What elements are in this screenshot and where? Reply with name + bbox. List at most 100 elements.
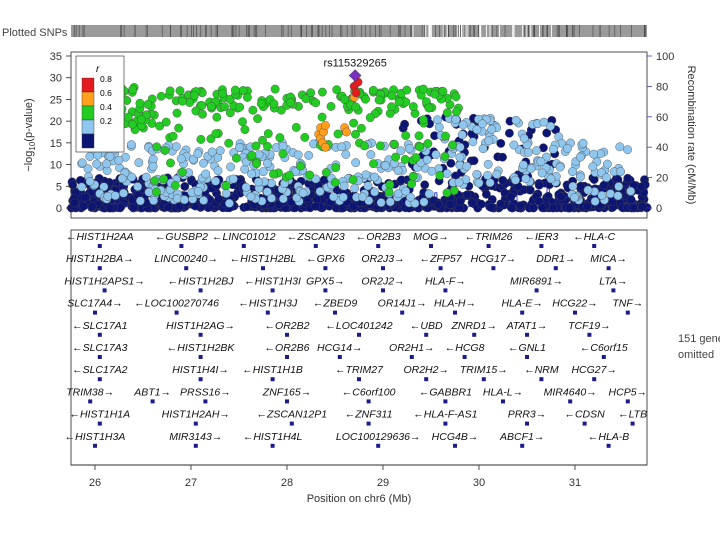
snp-point [253,114,263,124]
snp-point [462,161,472,171]
snp-point [536,157,546,167]
gene-label: HIST1H4I→ [172,364,229,376]
gene-label: HCG14→ [317,342,363,354]
snp-point [446,158,456,168]
snp-point [351,102,361,112]
y-tick-label: 10 [50,160,62,172]
snp-point [172,108,182,118]
snp-point [578,138,588,148]
gene-label: ←SLC17A1 [72,320,127,332]
snp-point [474,178,484,188]
snp-point [370,187,379,197]
snp-point [449,186,459,195]
snp-point [329,192,338,202]
gene-label: ←OR2B3 [356,231,401,243]
gene-label: ←SLC17A2 [72,364,128,376]
gene-body [97,332,102,337]
gene-label: DDR1→ [536,253,575,265]
snp-point [442,188,452,198]
snp-point [248,105,258,115]
snp-point [241,182,251,192]
snp-point [315,187,325,196]
gene-body [539,377,544,382]
gene-body [381,266,385,271]
snp-point [348,175,358,185]
gene-body [88,399,93,404]
gene-body [525,355,529,359]
snp-point [539,117,549,127]
snp-point [504,128,514,138]
gene-body [534,288,539,293]
gene-label: ←NRM [524,364,559,376]
gene-label: ←UBD [410,320,443,332]
gene-body [241,244,246,248]
snp-point [197,101,207,110]
gene-label: SLC17A4→ [67,298,122,310]
snp-point [546,121,555,131]
snp-point [385,180,395,190]
snp-point [457,130,467,140]
gene-label: HCG4B→ [432,431,479,443]
snp-point [168,131,178,141]
snp-point [418,115,428,125]
snp-point [454,177,464,187]
y2-tick-label: 20 [656,173,668,185]
snp-point [498,175,508,185]
gene-body [198,332,203,337]
lead-snp-marker [348,69,362,82]
snp-point [546,174,556,184]
snp-point [291,123,301,132]
snp-point [358,192,367,202]
snp-point [401,131,411,141]
snp-point [349,118,358,128]
snp-point [103,191,113,201]
gene-label: ←OR2B6 [265,342,310,354]
snp-points [67,69,652,213]
gene-body [184,266,189,271]
snp-point [342,127,351,137]
legend-label: 0.8 [100,74,112,84]
snp-point [376,198,386,208]
snp-point [193,149,203,159]
gene-body [573,310,577,315]
plot-frame [70,51,648,219]
snp-point [542,128,552,138]
snp-point [155,121,165,131]
snp-point [134,158,144,168]
gene-label: ←HIST1H1B [242,364,303,376]
snp-point [238,86,248,95]
gene-label: ←LOC401242 [325,320,392,332]
legend-swatch [81,91,95,107]
snp-point [389,139,399,149]
gene-label: HCG17→ [471,253,517,265]
gene-body [568,399,573,404]
snp-point [199,158,208,168]
gene-body [376,244,381,248]
gene-label: ←LOC100270746 [134,298,219,310]
snp-point [240,125,250,135]
snp-point [469,156,479,166]
gene-body [261,266,265,271]
snp-point [247,169,257,179]
gene-label: OR2J2→ [361,275,404,287]
gene-body [198,377,203,382]
snp-point [568,181,578,191]
legend-swatch [81,105,95,121]
snp-point [387,102,396,112]
snp-point [338,203,348,213]
gene-body [270,288,275,293]
lead-snp-label: rs115329265 [323,58,386,70]
snp-point [141,172,151,182]
snp-point [337,142,346,152]
snp-point [548,203,558,213]
snp-point [393,166,403,176]
gene-label: ZNRD1→ [450,320,497,332]
gene-body [93,443,97,448]
gene-body [424,332,429,337]
snp-point [148,162,158,171]
gene-body [453,310,457,315]
snp-point [304,150,314,160]
snp-point [606,189,615,199]
snp-point [212,112,222,122]
gene-body [582,421,587,426]
